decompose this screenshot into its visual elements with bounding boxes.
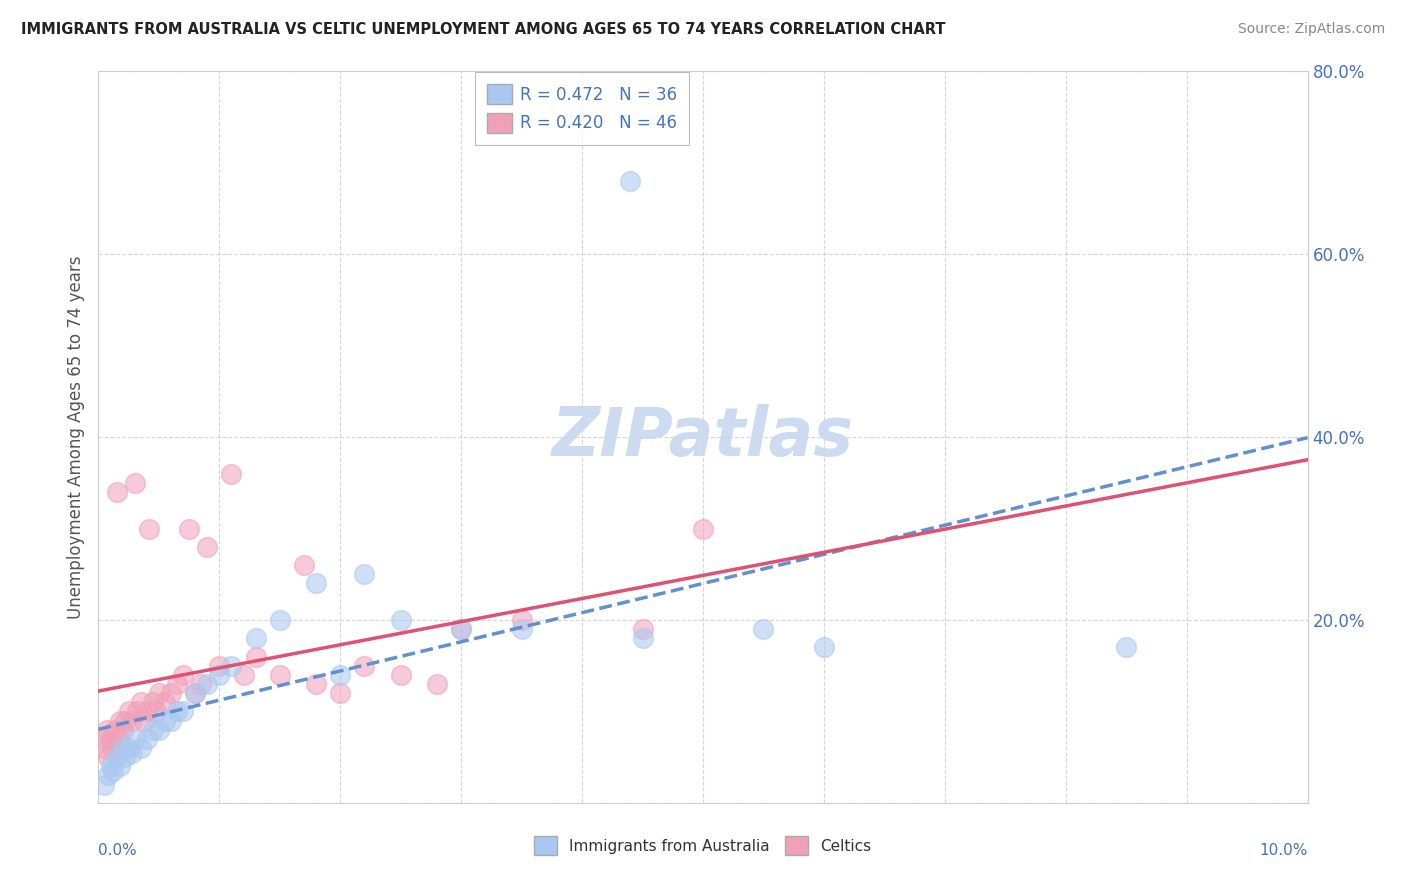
Point <box>752 622 775 636</box>
Point <box>353 658 375 673</box>
Point <box>114 714 136 728</box>
Point <box>108 714 131 728</box>
Point <box>510 622 533 636</box>
Point <box>124 731 146 746</box>
Point <box>184 686 207 700</box>
Point <box>172 705 194 719</box>
Point <box>114 750 136 764</box>
Point <box>195 677 218 691</box>
Point <box>208 667 231 681</box>
Point <box>105 750 128 764</box>
Point <box>135 705 157 719</box>
Point <box>129 740 152 755</box>
Point <box>118 705 141 719</box>
Point <box>148 723 170 737</box>
Point <box>101 764 124 778</box>
Point <box>142 723 165 737</box>
Point <box>245 649 267 664</box>
Point <box>269 667 291 681</box>
Point <box>450 622 472 636</box>
Point <box>160 686 183 700</box>
Point <box>142 695 165 709</box>
Point <box>135 731 157 746</box>
Y-axis label: Unemployment Among Ages 65 to 74 years: Unemployment Among Ages 65 to 74 years <box>66 255 84 619</box>
Point <box>692 521 714 535</box>
Point <box>138 521 160 535</box>
Point <box>389 667 412 681</box>
Point <box>292 558 315 573</box>
Point <box>208 658 231 673</box>
Point <box>269 613 291 627</box>
Text: 0.0%: 0.0% <box>98 843 138 858</box>
Point <box>108 731 131 746</box>
Point <box>221 658 243 673</box>
Text: IMMIGRANTS FROM AUSTRALIA VS CELTIC UNEMPLOYMENT AMONG AGES 65 TO 74 YEARS CORRE: IMMIGRANTS FROM AUSTRALIA VS CELTIC UNEM… <box>21 22 946 37</box>
Point <box>329 667 352 681</box>
Point <box>91 731 114 746</box>
Text: 10.0%: 10.0% <box>1260 843 1308 858</box>
Point <box>148 686 170 700</box>
Point <box>305 576 328 591</box>
Point <box>127 705 149 719</box>
Point <box>172 667 194 681</box>
Point <box>813 640 835 655</box>
Point <box>160 714 183 728</box>
Point <box>190 677 212 691</box>
Point <box>118 740 141 755</box>
Point <box>631 632 654 646</box>
Point <box>426 677 449 691</box>
Point <box>121 746 143 760</box>
Point <box>100 731 122 746</box>
Point <box>305 677 328 691</box>
Point <box>245 632 267 646</box>
Point <box>389 613 412 627</box>
Point <box>93 740 115 755</box>
Point <box>134 714 156 728</box>
Point <box>221 467 243 481</box>
Point <box>353 567 375 582</box>
Point <box>619 174 641 188</box>
Point <box>97 750 120 764</box>
Point <box>166 677 188 691</box>
Point <box>101 740 124 755</box>
Point <box>105 485 128 500</box>
Point <box>104 723 127 737</box>
Point <box>111 723 134 737</box>
Point <box>329 686 352 700</box>
Legend: Immigrants from Australia, Celtics: Immigrants from Australia, Celtics <box>529 830 877 861</box>
Point <box>96 723 118 737</box>
Point <box>166 705 188 719</box>
Point <box>195 540 218 554</box>
Point <box>179 521 201 535</box>
Point <box>450 622 472 636</box>
Point <box>124 475 146 490</box>
Point <box>631 622 654 636</box>
Point <box>97 768 120 782</box>
Point <box>93 778 115 792</box>
Point <box>153 714 176 728</box>
Point <box>129 695 152 709</box>
Point <box>108 759 131 773</box>
Point <box>100 759 122 773</box>
Point <box>1115 640 1137 655</box>
Text: Source: ZipAtlas.com: Source: ZipAtlas.com <box>1237 22 1385 37</box>
Point <box>232 667 254 681</box>
Point <box>145 705 167 719</box>
Point <box>184 686 207 700</box>
Text: ZIPatlas: ZIPatlas <box>553 404 853 470</box>
Point <box>111 740 134 755</box>
Point <box>510 613 533 627</box>
Point <box>153 695 176 709</box>
Point <box>121 714 143 728</box>
